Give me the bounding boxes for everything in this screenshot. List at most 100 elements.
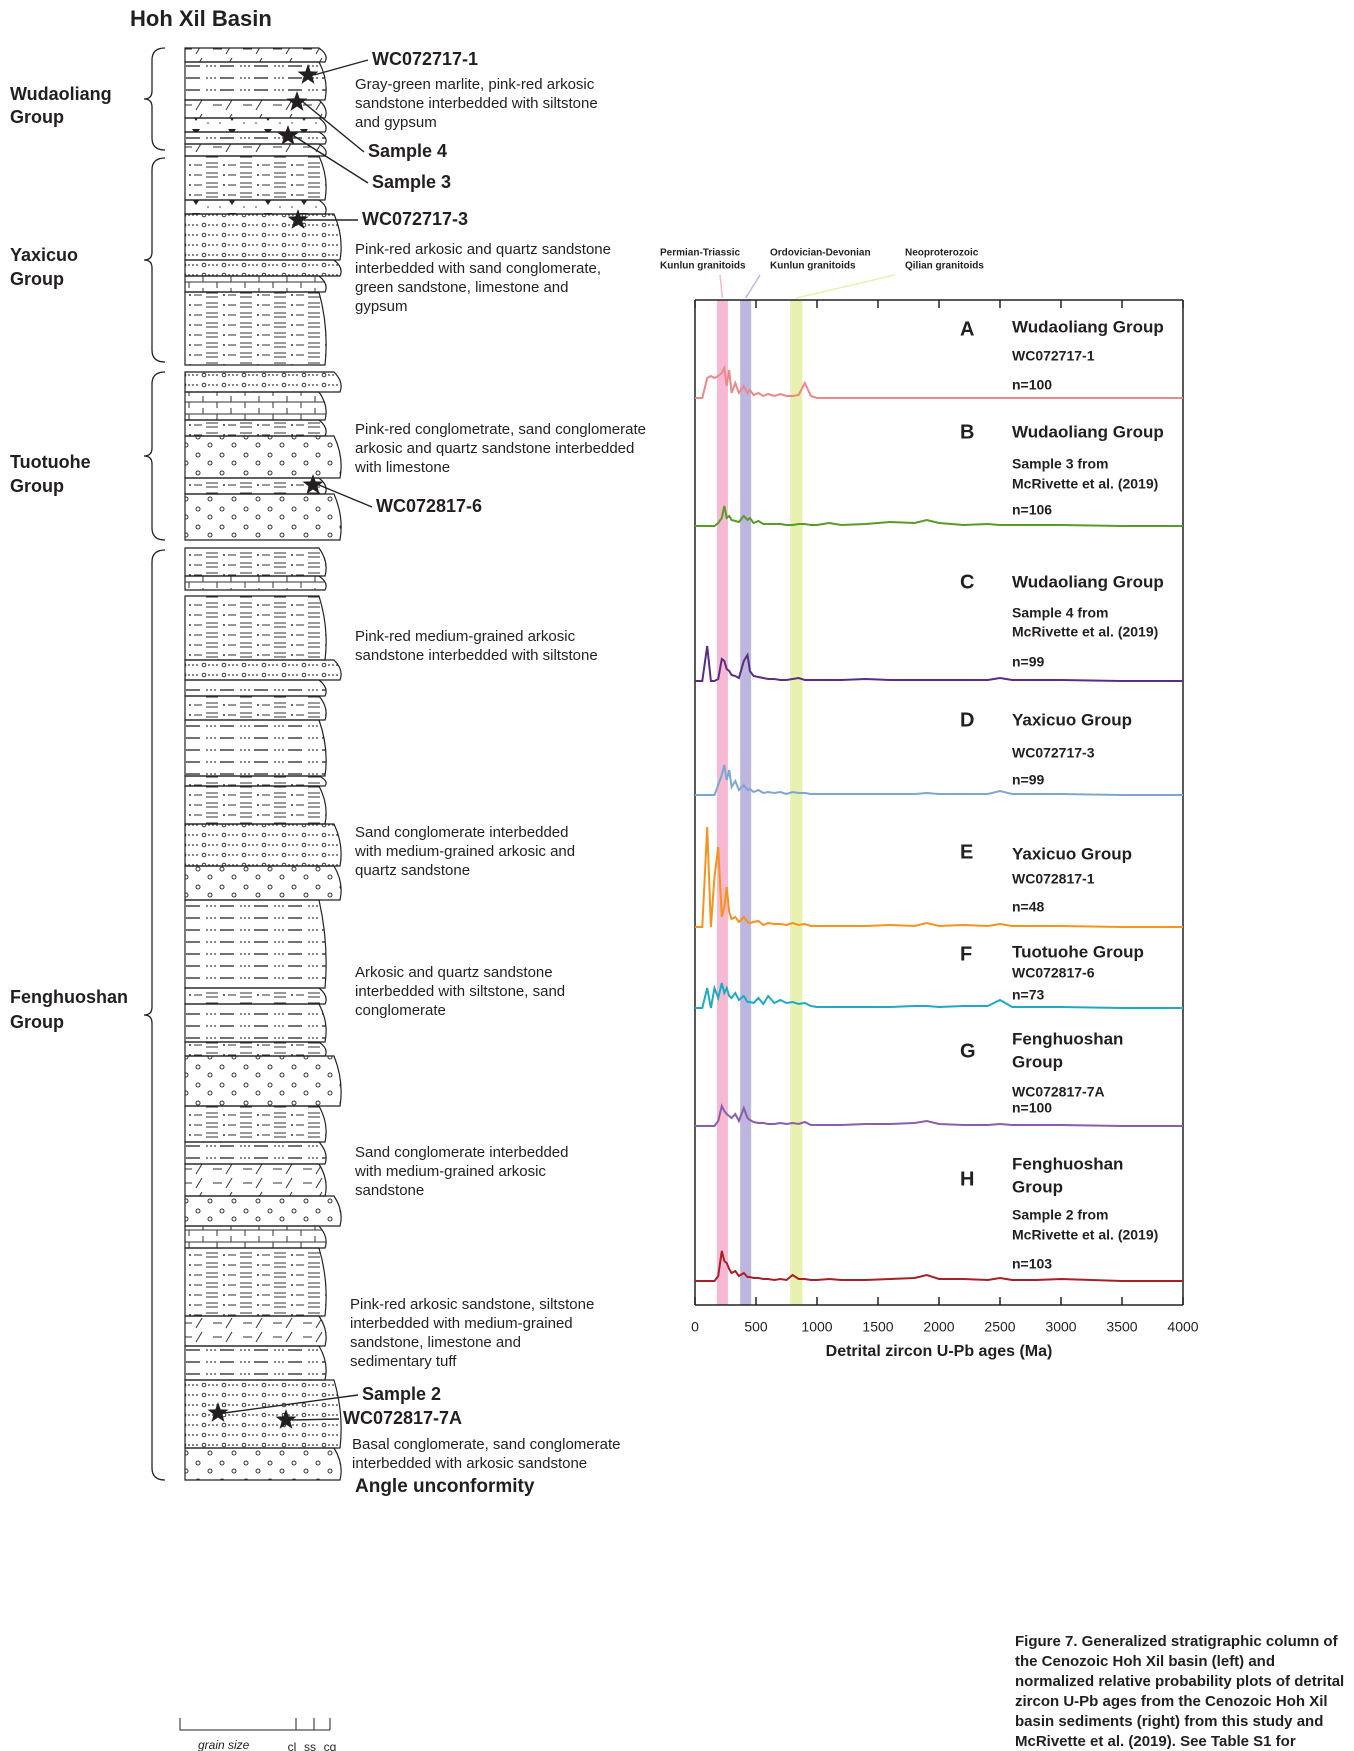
- group-label: Group: [10, 269, 64, 289]
- panel-n: n=106: [1012, 502, 1052, 518]
- strata-layer: [184, 213, 342, 261]
- density-curve: [695, 1103, 1183, 1127]
- sample-label: WC072817-6: [376, 496, 482, 516]
- x-tick-label: 2000: [923, 1319, 954, 1335]
- strata-layer: [184, 1163, 327, 1197]
- band-label: Ordovician-Devonian: [770, 248, 871, 259]
- density-curve: [695, 826, 1183, 928]
- group-label: Yaxicuo: [10, 245, 78, 265]
- density-curve: [695, 764, 1183, 796]
- layer-description: sandstone interbedded with siltstone: [355, 647, 598, 664]
- sample-star: [287, 209, 309, 229]
- panel-letter: E: [960, 841, 973, 863]
- layer-description: sandstone, limestone and: [350, 1334, 521, 1351]
- layer-description: sedimentary tuff: [350, 1353, 457, 1370]
- panel-sample: WC072817-6: [1012, 965, 1095, 981]
- strata-layer: [184, 391, 327, 421]
- strata-layer: [184, 117, 327, 133]
- panel-letter: C: [960, 571, 974, 593]
- panel-n: n=99: [1012, 654, 1045, 670]
- panel-sample: McRivette et al. (2019): [1012, 476, 1158, 492]
- sample-label: Sample 3: [372, 172, 451, 192]
- panel-letter: B: [960, 421, 974, 443]
- panel-sample: WC072817-1: [1012, 871, 1095, 887]
- strata-layer: [184, 1345, 327, 1381]
- strata-layer: [184, 291, 327, 366]
- panel-group: Wudaoliang Group: [1012, 572, 1164, 591]
- strata-layer: [184, 823, 342, 867]
- density-curve: [695, 982, 1183, 1009]
- layer-description: Sand conglomerate interbedded: [355, 824, 569, 841]
- layer-description: arkosic and quartz sandstone interbedded: [355, 440, 634, 457]
- panel-group: Fenghuoshan: [1012, 1154, 1123, 1173]
- group-brace: [143, 157, 166, 363]
- x-tick-label: 1500: [862, 1319, 893, 1335]
- panel-group: Tuotuohe Group: [1012, 942, 1144, 961]
- layer-description: Pink-red arkosic and quartz sandstone: [355, 241, 611, 258]
- panel-n: n=100: [1012, 377, 1052, 393]
- panel-n: n=99: [1012, 772, 1045, 788]
- band-label: Kunlun granitoids: [770, 261, 856, 272]
- strata-layer: [184, 1003, 327, 1043]
- group-label: Group: [10, 1012, 64, 1032]
- panel-n: n=73: [1012, 987, 1045, 1003]
- leader-line: [302, 101, 365, 153]
- layer-description: and gypsum: [355, 114, 437, 131]
- strata-layer: [184, 775, 327, 787]
- leader-line: [293, 135, 369, 184]
- strata-layer: [184, 695, 327, 721]
- density-curve: [695, 645, 1183, 682]
- band-label: Kunlun granitoids: [660, 261, 746, 272]
- panel-letter: H: [960, 1168, 974, 1190]
- panel-group: Group: [1012, 1052, 1063, 1071]
- strata-layer: [184, 199, 327, 215]
- layer-description: Pink-red conglometrate, sand conglomerat…: [355, 421, 646, 438]
- sample-star: [302, 474, 324, 494]
- layer-description: Arkosic and quartz sandstone: [355, 964, 553, 981]
- strata-layer: [184, 419, 327, 437]
- grain-size-label: grain size: [198, 1738, 250, 1751]
- group-label: Fenghuoshan: [10, 987, 128, 1007]
- leader-line: [223, 1394, 359, 1414]
- strata-layer: [184, 61, 327, 101]
- panel-sample: Sample 2 from: [1012, 1207, 1108, 1223]
- strata-layer: [184, 371, 342, 393]
- sample-star: [286, 91, 308, 111]
- strata-layer: [184, 595, 327, 661]
- group-label: Tuotuohe: [10, 452, 91, 472]
- group-label: Group: [10, 476, 64, 496]
- panel-group: Yaxicuo Group: [1012, 710, 1132, 729]
- grain-class: cg: [324, 1740, 337, 1751]
- strata-layer: [184, 99, 327, 119]
- panel-sample: WC072717-3: [1012, 745, 1095, 761]
- layer-description: green sandstone, limestone and: [355, 279, 568, 296]
- age-band: [740, 300, 752, 1305]
- caption: Figure 7. Generalized stratigraphic colu…: [1015, 1633, 1345, 1750]
- panel-sample: McRivette et al. (2019): [1012, 624, 1158, 640]
- strata-layer: [184, 1247, 327, 1317]
- panel-group: Wudaoliang Group: [1012, 422, 1164, 441]
- layer-description: conglomerate: [355, 1002, 446, 1019]
- panel-letter: A: [960, 318, 974, 340]
- strata-layer: [184, 1379, 342, 1449]
- x-axis-title: Detrital zircon U-Pb ages (Ma): [826, 1343, 1053, 1360]
- group-label: Group: [10, 107, 64, 127]
- x-tick-label: 3000: [1045, 1319, 1076, 1335]
- layer-description: with medium-grained arkosic: [354, 1163, 546, 1180]
- grain-size-scale: [179, 1718, 331, 1731]
- panel-letter: G: [960, 1040, 976, 1062]
- strata-layer: [184, 1447, 342, 1481]
- layer-description: Pink-red medium-grained arkosic: [355, 628, 576, 645]
- age-band: [790, 300, 803, 1305]
- group-label: Wudaoliang: [10, 84, 112, 104]
- leader-line: [318, 484, 373, 508]
- layer-description: sandstone interbedded with siltstone: [355, 95, 598, 112]
- x-tick-label: 2500: [984, 1319, 1015, 1335]
- layer-description: gypsum: [355, 298, 408, 315]
- grain-class: ss: [304, 1740, 316, 1751]
- strata-layer: [184, 1105, 327, 1143]
- band-label: Qilian granitoids: [905, 261, 984, 272]
- panel-n: n=48: [1012, 899, 1045, 915]
- sample-star: [297, 64, 319, 84]
